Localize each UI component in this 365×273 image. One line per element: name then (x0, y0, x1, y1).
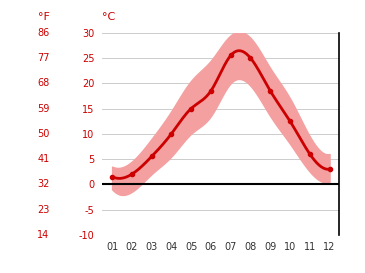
Text: 59: 59 (37, 103, 49, 114)
Text: 41: 41 (37, 154, 49, 164)
Text: °F: °F (38, 12, 49, 22)
Text: 32: 32 (37, 179, 49, 189)
Text: 14: 14 (37, 230, 49, 240)
Text: 23: 23 (37, 204, 49, 215)
Text: 86: 86 (37, 28, 49, 38)
Text: 68: 68 (37, 78, 49, 88)
Text: 77: 77 (37, 53, 49, 63)
Text: 50: 50 (37, 129, 49, 139)
Text: °C: °C (102, 12, 115, 22)
